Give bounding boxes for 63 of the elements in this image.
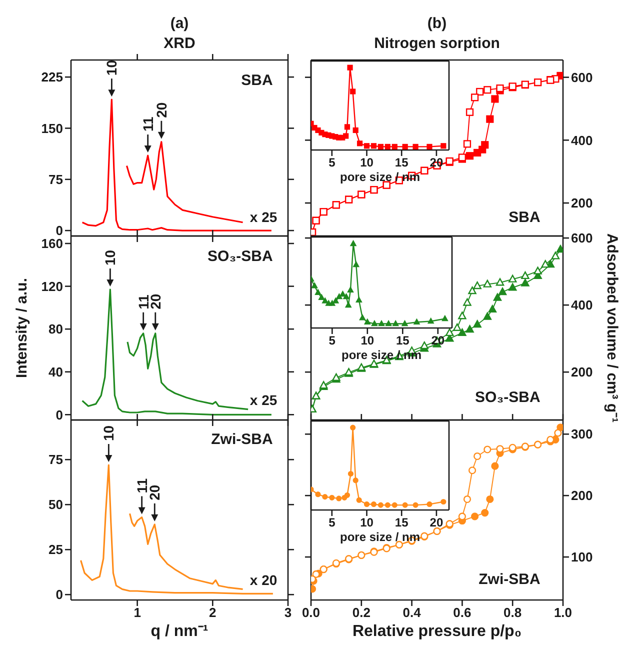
x-tick-label: 20 — [430, 516, 444, 530]
y-tick-label: 0 — [56, 407, 63, 422]
y-tick-label: 0 — [56, 587, 63, 602]
annotation: SBA — [241, 72, 273, 90]
y-tick-label: 25 — [48, 542, 63, 558]
annotation: x 25 — [250, 392, 278, 408]
annotation: x 20 — [250, 572, 278, 588]
x-tick-label: 0.0 — [302, 605, 320, 620]
x-tick-label: 0.4 — [402, 605, 422, 620]
annotation: x 25 — [250, 208, 278, 225]
y-tick-label: 200 — [571, 488, 593, 504]
x-tick-label: 0.6 — [453, 605, 472, 620]
y-tick-label: 300 — [571, 426, 593, 442]
chart-subtitle: XRD — [162, 35, 196, 52]
y-tick-label: 50 — [48, 497, 63, 512]
annotation: 10 — [100, 425, 117, 441]
annotation: SO₃-SBA — [475, 389, 540, 406]
annotation: Zwi-SBA — [211, 431, 273, 448]
annotation: 10 — [102, 250, 118, 266]
y-tick-label: 150 — [41, 120, 63, 136]
y-axis-title: Adsorbed volume / cm³ g⁻¹ — [604, 233, 621, 423]
x-tick-label: 15 — [394, 516, 409, 530]
y-tick-label: 0 — [56, 223, 63, 238]
y-tick-label: 200 — [571, 364, 593, 380]
y-tick-label: 200 — [571, 196, 593, 211]
x-tick-label: 0.8 — [504, 605, 522, 620]
y-tick-label: 80 — [48, 322, 63, 337]
chart-title: (a) — [169, 15, 190, 32]
x-tick-label: 1.0 — [554, 605, 572, 620]
chart-subtitle: Nitrogen sorption — [373, 35, 501, 52]
y-tick-label: 225 — [41, 70, 63, 85]
x-tick-label: 0.2 — [352, 605, 370, 620]
y-tick-label: 40 — [48, 364, 63, 380]
x-tick-label: 3 — [284, 605, 292, 620]
y-tick-label: 160 — [41, 236, 63, 252]
x-tick-label: 5 — [328, 334, 336, 348]
y-tick-label: 600 — [571, 230, 593, 246]
x-tick-label: 5 — [328, 516, 336, 530]
x-tick-label: 15 — [396, 334, 410, 348]
x-tick-label: 10 — [360, 334, 374, 348]
chart-title: (b) — [426, 15, 448, 32]
y-tick-label: 400 — [571, 132, 593, 148]
x-tick-label: 10 — [360, 156, 374, 170]
y-tick-label: 75 — [48, 452, 63, 468]
x-tick-label: 5 — [328, 156, 336, 170]
x-axis-title: q / nm⁻¹ — [150, 623, 208, 640]
y-tick-label: 75 — [48, 172, 63, 187]
y-tick-label: 600 — [571, 70, 593, 85]
x-tick-label: 15 — [394, 156, 409, 170]
annotation: SBA — [508, 209, 540, 226]
annotation: Zwi-SBA — [478, 571, 540, 588]
annotation: 10 — [104, 60, 120, 76]
y-tick-label: 400 — [571, 298, 593, 313]
x-tick-label: 1 — [134, 605, 141, 620]
x-tick-label: 2 — [209, 605, 216, 620]
annotation: 20 — [153, 102, 170, 118]
x-axis-title: Relative pressure p/p₀ — [352, 623, 522, 640]
annotation: 11 — [140, 116, 156, 132]
x-tick-label: 10 — [360, 516, 374, 530]
y-tick-label: 100 — [571, 550, 593, 565]
y-tick-label: 120 — [41, 278, 63, 294]
y-axis-title: Intensity / a.u. — [13, 278, 30, 378]
annotation: SO₃-SBA — [208, 248, 273, 265]
